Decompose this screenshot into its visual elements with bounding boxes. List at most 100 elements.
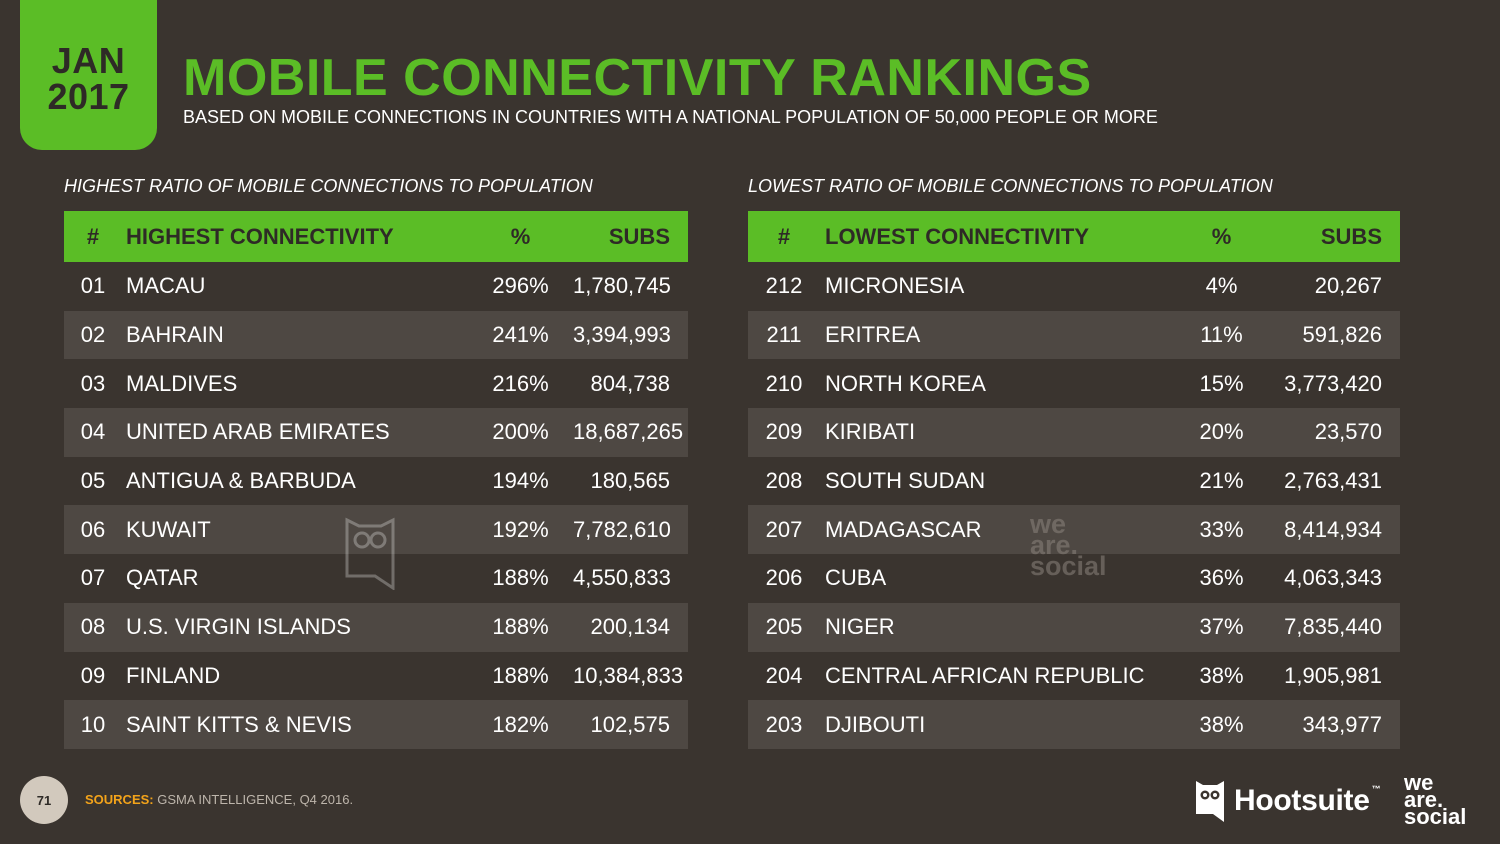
percent-cell: 200% [468, 408, 573, 457]
rank-cell: 203 [748, 700, 820, 749]
page-number: 71 [20, 776, 68, 824]
subs-cell: 10,384,833 [573, 662, 684, 688]
lowest-caption: LOWEST RATIO OF MOBILE CONNECTIONS TO PO… [748, 176, 1273, 196]
country-cell: ANTIGUA & BARBUDA [126, 468, 356, 494]
page-title: MOBILE CONNECTIVITY RANKINGS [183, 49, 1092, 107]
percent-cell: 11% [1160, 310, 1283, 360]
percent-cell: 188% [468, 602, 573, 652]
col-header-country: LOWEST CONNECTIVITY [820, 211, 1160, 262]
percent-cell: 20% [1160, 408, 1283, 457]
rank-cell: 208 [765, 468, 803, 494]
percent-cell: 21% [1199, 468, 1244, 494]
table-row: 204 CENTRAL AFRICAN REPUBLIC 38% 1,905,981 [748, 652, 1400, 701]
subs-cell: 3,394,993 [573, 310, 688, 360]
country-cell: BAHRAIN [122, 310, 468, 360]
hootsuite-watermark-icon [345, 517, 395, 590]
table-row: 07 QATAR 188% 4,550,833 [64, 554, 688, 603]
table-row: 205 NIGER 37% 7,835,440 [748, 602, 1400, 652]
sources-note: SOURCES: GSMA INTELLIGENCE, Q4 2016. [85, 792, 353, 808]
country-cell: CENTRAL AFRICAN REPUBLIC [825, 662, 1145, 688]
subs-cell: 1,905,981 [1284, 662, 1382, 688]
country-cell: SOUTH SUDAN [825, 468, 986, 494]
table-row: 03 MALDIVES 216% 804,738 [64, 359, 688, 408]
highest-caption: HIGHEST RATIO OF MOBILE CONNECTIONS TO P… [64, 176, 593, 196]
date-month: JAN [51, 40, 126, 81]
hootsuite-wordmark: Hootsuite ™ [1234, 784, 1381, 817]
country-cell: ERITREA [820, 310, 1160, 360]
percent-cell: 188% [492, 662, 549, 688]
table-row: 208 SOUTH SUDAN 21% 2,763,431 [748, 457, 1400, 506]
country-cell: MACAU [126, 273, 206, 299]
hootsuite-owl-icon [1196, 781, 1224, 822]
subs-cell: 18,687,265 [573, 408, 688, 457]
subs-cell: 20,267 [1314, 273, 1382, 299]
country-cell: U.S. VIRGIN ISLANDS [122, 602, 468, 652]
country-cell: KUWAIT [122, 505, 468, 555]
col-header-subs: SUBS [573, 211, 688, 262]
table-row: 209 KIRIBATI 20% 23,570 [748, 408, 1400, 457]
country-cell: FINLAND [126, 662, 221, 688]
subs-cell: 7,835,440 [1283, 602, 1400, 652]
col-header-rank: # [64, 211, 122, 262]
rank-cell: 210 [765, 370, 803, 396]
percent-cell: 37% [1160, 602, 1283, 652]
country-cell: KIRIBATI [820, 408, 1160, 457]
rank-cell: 01 [80, 273, 106, 299]
we-are-social-watermark: we are. social [1030, 509, 1107, 581]
percent-cell: 182% [468, 700, 573, 749]
highest-table-body: 01 MACAU 296% 1,780,745 02 BAHRAIN 241% 3,394,9… [64, 262, 688, 749]
table-row: 05 ANTIGUA & BARBUDA 194% 180,565 [64, 457, 688, 506]
lowest-table-body: 212 MICRONESIA 4% 20,267 211 ERITREA 11% 591,82… [748, 262, 1400, 749]
subs-cell: 343,977 [1283, 700, 1400, 749]
rank-cell: 04 [64, 408, 122, 457]
subs-cell: 200,134 [573, 602, 688, 652]
subs-cell: 8,414,934 [1283, 505, 1400, 555]
table-header-row: # LOWEST CONNECTIVITY % SUBS [748, 211, 1400, 262]
percent-cell: 4% [1205, 273, 1238, 299]
percent-cell: 194% [492, 468, 549, 494]
table-row: 09 FINLAND 188% 10,384,833 [64, 652, 688, 701]
subs-cell: 7,782,610 [573, 505, 688, 555]
subs-cell: 4,063,343 [1284, 565, 1382, 591]
col-header-subs: SUBS [1283, 211, 1400, 262]
rank-cell: 05 [80, 468, 106, 494]
country-cell: UNITED ARAB EMIRATES [122, 408, 468, 457]
country-cell: NIGER [820, 602, 1160, 652]
rank-cell: 211 [748, 310, 820, 360]
table-row: 04 UNITED ARAB EMIRATES 200% 18,687,265 [64, 408, 688, 457]
country-cell: DJIBOUTI [820, 700, 1160, 749]
percent-cell: 296% [492, 273, 549, 299]
country-cell: NORTH KOREA [825, 370, 986, 396]
table-row: 210 NORTH KOREA 15% 3,773,420 [748, 359, 1400, 408]
country-cell: MALDIVES [126, 370, 238, 396]
subs-cell: 3,773,420 [1284, 370, 1382, 396]
percent-cell: 192% [468, 505, 573, 555]
rank-cell: 07 [80, 565, 106, 591]
rank-cell: 212 [765, 273, 803, 299]
country-cell: MICRONESIA [825, 273, 965, 299]
subs-cell: 804,738 [590, 370, 670, 396]
country-cell: CUBA [825, 565, 887, 591]
rank-cell: 206 [765, 565, 803, 591]
subs-cell: 180,565 [590, 468, 670, 494]
percent-cell: 38% [1199, 662, 1244, 688]
hootsuite-logo: Hootsuite ™ [1194, 778, 1381, 824]
percent-cell: 38% [1160, 700, 1283, 749]
col-header-percent: % [468, 211, 573, 262]
percent-cell: 216% [492, 370, 549, 396]
rank-cell: 209 [748, 408, 820, 457]
rank-cell: 09 [80, 662, 106, 688]
rank-cell: 204 [765, 662, 803, 688]
subs-cell: 4,550,833 [573, 565, 671, 591]
percent-cell: 241% [468, 310, 573, 360]
table-row: 02 BAHRAIN 241% 3,394,993 [64, 310, 688, 360]
rank-cell: 10 [64, 700, 122, 749]
col-header-rank: # [748, 211, 820, 262]
table-header-row: # HIGHEST CONNECTIVITY % SUBS [64, 211, 688, 262]
table-row: 01 MACAU 296% 1,780,745 [64, 262, 688, 311]
country-cell: MADAGASCAR [820, 505, 1160, 555]
percent-cell: 15% [1199, 370, 1244, 396]
date-year: 2017 [47, 76, 130, 117]
rank-cell: 02 [64, 310, 122, 360]
table-row: 212 MICRONESIA 4% 20,267 [748, 262, 1400, 311]
